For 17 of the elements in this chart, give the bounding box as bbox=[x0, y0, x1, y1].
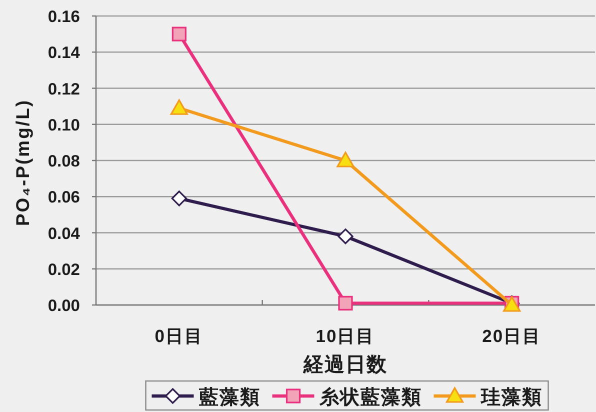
y-tick-label: 0.16 bbox=[48, 8, 80, 26]
y-tick-label: 0.10 bbox=[48, 116, 80, 134]
legend-label: 藍藻類 bbox=[198, 386, 260, 408]
y-tick-label: 0.14 bbox=[48, 44, 80, 62]
y-tick-label: 0.06 bbox=[48, 188, 80, 207]
x-tick-label: 10日目 bbox=[316, 326, 376, 346]
y-tick-label: 0.04 bbox=[48, 224, 80, 243]
y-tick-label: 0.00 bbox=[48, 297, 80, 315]
y-tick-label: 0.08 bbox=[48, 152, 80, 170]
legend-label: 糸状藍藻類 bbox=[319, 386, 422, 408]
legend-label: 珪藻類 bbox=[480, 386, 542, 408]
x-tick-label: 20日目 bbox=[482, 326, 542, 346]
y-axis-title: PO₄-P(mg/L) bbox=[12, 98, 33, 226]
x-axis-title: 経過日数 bbox=[304, 354, 388, 376]
y-tick-label: 0.02 bbox=[48, 260, 80, 279]
x-tick-label: 0日目 bbox=[154, 326, 204, 346]
y-tick-label: 0.12 bbox=[48, 80, 80, 98]
